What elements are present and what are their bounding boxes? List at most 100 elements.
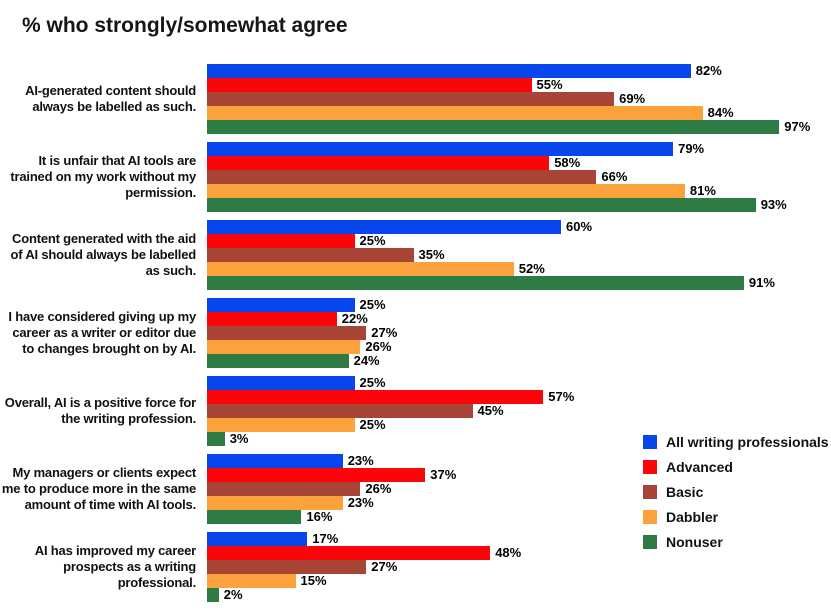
bar-basic bbox=[207, 482, 361, 496]
value-label: 97% bbox=[784, 119, 811, 134]
bar-row: 15% bbox=[207, 574, 831, 588]
bar-row: 37% bbox=[207, 468, 831, 482]
bar-row: 25% bbox=[207, 234, 831, 248]
bar-row: 23% bbox=[207, 496, 831, 510]
value-label: 48% bbox=[495, 545, 522, 560]
bar-dabbler bbox=[207, 340, 361, 354]
bar-dabbler bbox=[207, 262, 514, 276]
bar-group: Overall, AI is a positive force for the … bbox=[0, 376, 831, 446]
bar-group: AI has improved my career prospects as a… bbox=[0, 532, 831, 602]
legend-swatch-all-writing-professionals bbox=[643, 435, 657, 449]
legend-label: Dabbler bbox=[666, 509, 719, 525]
bar-row: 23% bbox=[207, 454, 831, 468]
bar-row: 60% bbox=[207, 220, 831, 234]
value-label: 24% bbox=[353, 353, 380, 368]
bar-row: 27% bbox=[207, 326, 831, 340]
category-label: It is unfair that AI tools are trained o… bbox=[10, 153, 196, 200]
value-label: 69% bbox=[619, 91, 646, 106]
bar-row: 3% bbox=[207, 432, 831, 446]
bar-dabbler bbox=[207, 418, 355, 432]
bar-row: 84% bbox=[207, 106, 831, 120]
category-label: I have considered giving up my career as… bbox=[8, 309, 196, 356]
bar-row: 82% bbox=[207, 64, 831, 78]
bar-basic bbox=[207, 560, 367, 574]
value-label: 35% bbox=[418, 247, 445, 262]
value-label: 16% bbox=[306, 509, 333, 524]
bars: 25% 22% 27% 26% 24% bbox=[207, 298, 831, 368]
bar-row: 17% bbox=[207, 532, 831, 546]
value-label: 27% bbox=[371, 325, 398, 340]
bar-row: 58% bbox=[207, 156, 831, 170]
value-label: 25% bbox=[359, 233, 386, 248]
bar-all-writing-professionals bbox=[207, 532, 308, 546]
bar-dabbler bbox=[207, 574, 296, 588]
legend-label: Basic bbox=[666, 484, 704, 500]
value-label: 25% bbox=[359, 375, 386, 390]
bar-advanced bbox=[207, 468, 426, 482]
value-label: 45% bbox=[477, 403, 504, 418]
bar-row: 93% bbox=[207, 198, 831, 212]
bar-nonuser bbox=[207, 510, 302, 524]
bar-row: 79% bbox=[207, 142, 831, 156]
category-label: AI-generated content should always be la… bbox=[25, 83, 196, 114]
bar-all-writing-professionals bbox=[207, 142, 674, 156]
bar-row: 55% bbox=[207, 78, 831, 92]
bar-group: Content generated with the aid of AI sho… bbox=[0, 220, 831, 290]
legend-label: All writing professionals bbox=[666, 434, 829, 450]
bar-all-writing-professionals bbox=[207, 376, 355, 390]
value-label: 60% bbox=[566, 219, 593, 234]
bar-advanced bbox=[207, 546, 491, 560]
value-label: 3% bbox=[229, 431, 249, 446]
bar-advanced bbox=[207, 156, 550, 170]
value-label: 91% bbox=[748, 275, 775, 290]
bar-row: 25% bbox=[207, 418, 831, 432]
bar-group: It is unfair that AI tools are trained o… bbox=[0, 142, 831, 212]
legend: All writing professionals Advanced Basic Da… bbox=[643, 434, 829, 559]
bar-advanced bbox=[207, 390, 544, 404]
bar-row: 66% bbox=[207, 170, 831, 184]
legend-item-advanced: Advanced bbox=[643, 459, 829, 475]
category-label: My managers or clients expect me to prod… bbox=[1, 465, 196, 512]
value-label: 2% bbox=[223, 587, 243, 602]
bar-basic bbox=[207, 92, 615, 106]
bar-row: 97% bbox=[207, 120, 831, 134]
bar-dabbler bbox=[207, 106, 703, 120]
bar-all-writing-professionals bbox=[207, 454, 343, 468]
bars: 23% 37% 26% 23% 16% bbox=[207, 454, 831, 524]
bar-basic bbox=[207, 326, 367, 340]
bar-basic bbox=[207, 404, 473, 418]
bar-row: 52% bbox=[207, 262, 831, 276]
bars: 79% 58% 66% 81% 93% bbox=[207, 142, 831, 212]
bar-nonuser bbox=[207, 198, 756, 212]
bars: 17% 48% 27% 15% 2% bbox=[207, 532, 831, 602]
bar-row: 25% bbox=[207, 376, 831, 390]
category-label: AI has improved my career prospects as a… bbox=[34, 543, 196, 590]
chart-title: % who strongly/somewhat agree bbox=[22, 14, 348, 37]
value-label: 15% bbox=[300, 573, 327, 588]
legend-swatch-dabbler bbox=[643, 510, 657, 524]
legend-item-basic: Basic bbox=[643, 484, 829, 500]
bar-row: 81% bbox=[207, 184, 831, 198]
bar-nonuser bbox=[207, 588, 219, 602]
bar-all-writing-professionals bbox=[207, 220, 561, 234]
bar-dabbler bbox=[207, 184, 685, 198]
bars: 25% 57% 45% 25% 3% bbox=[207, 376, 831, 446]
legend-item-nonuser: Nonuser bbox=[643, 534, 829, 550]
bar-nonuser bbox=[207, 432, 225, 446]
bar-groups: AI-generated content should always be la… bbox=[0, 64, 831, 610]
bar-nonuser bbox=[207, 120, 780, 134]
bar-row: 45% bbox=[207, 404, 831, 418]
bars: 82% 55% 69% 84% 97% bbox=[207, 64, 831, 134]
legend-swatch-basic bbox=[643, 485, 657, 499]
value-label: 27% bbox=[371, 559, 398, 574]
category-label: Content generated with the aid of AI sho… bbox=[10, 231, 197, 278]
value-label: 25% bbox=[359, 297, 386, 312]
bar-basic bbox=[207, 170, 597, 184]
value-label: 25% bbox=[359, 417, 386, 432]
bar-advanced bbox=[207, 312, 337, 326]
bar-row: 22% bbox=[207, 312, 831, 326]
bar-all-writing-professionals bbox=[207, 64, 691, 78]
value-label: 22% bbox=[341, 311, 368, 326]
bar-row: 2% bbox=[207, 588, 831, 602]
bar-row: 91% bbox=[207, 276, 831, 290]
